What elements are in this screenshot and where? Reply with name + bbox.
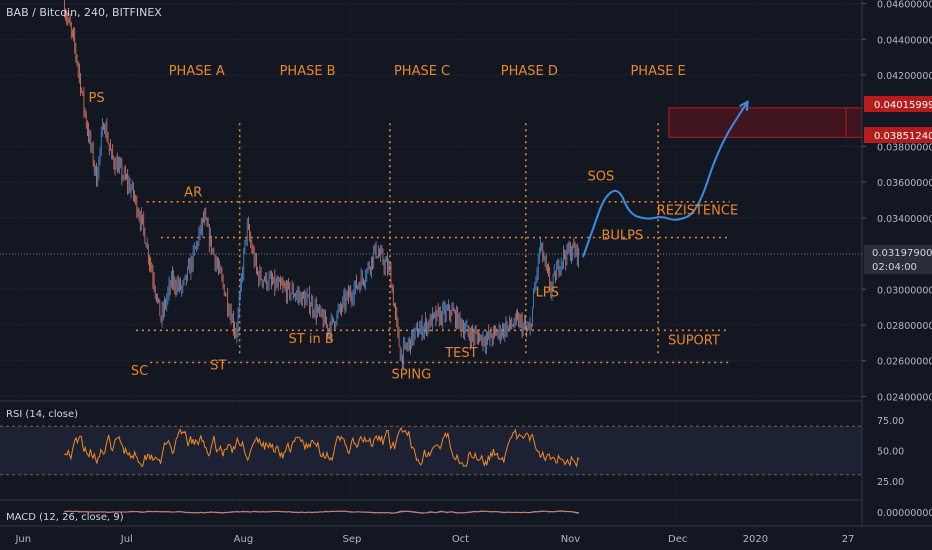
time-tick-label: 27 <box>842 534 855 545</box>
rsi-label: RSI (14, close) <box>6 409 78 420</box>
target-zone <box>668 107 863 138</box>
current-price-tag-background <box>864 245 932 274</box>
time-tick-label: Aug <box>234 534 254 545</box>
price-tick-label: 0.02600000 <box>877 357 932 368</box>
zone-top-tag-background <box>864 96 932 112</box>
zone-top-price: 0.04015999 <box>874 100 932 111</box>
phase-label: PHASE E <box>630 64 685 79</box>
event-label: ST in B <box>289 332 334 347</box>
macd-tick-label: 0.00000000 <box>877 508 932 519</box>
phase-label: PHASE D <box>501 64 558 79</box>
symbol-label: BAB / Bitcoin, 240, BITFINEX <box>6 6 162 19</box>
time-tick-label: 2020 <box>743 534 768 545</box>
time-tick-label: Nov <box>561 534 581 545</box>
rsi-tick-label: 50.00 <box>877 447 904 458</box>
zone-bottom-price: 0.03851240 <box>874 131 932 142</box>
event-label: SC <box>131 364 148 379</box>
event-label: AR <box>184 185 202 200</box>
zone-top-price-tag: 0.04015999 <box>864 96 932 112</box>
time-tick-label: Jun <box>14 534 31 545</box>
current-price-tag: 0.03197900 02:04:00 <box>864 245 932 274</box>
price-tick-label: 0.04400000 <box>877 35 932 46</box>
phase-label: PHASE B <box>280 64 336 79</box>
rsi-tick-label: 25.00 <box>877 477 904 488</box>
support-resistance-levels <box>135 200 730 364</box>
price-tick-label: 0.04200000 <box>877 71 932 82</box>
rsi-tick-label: 75.00 <box>877 416 904 427</box>
wyckoff-event-labels: PS AR SC ST ST in B SPING TEST LPS SOS BULPS REZIS… <box>89 91 739 383</box>
price-tick-label: 0.03800000 <box>877 142 932 153</box>
rsi-pane[interactable]: RSI (14, close) <box>0 400 862 476</box>
price-tick-label: 0.02800000 <box>877 321 932 332</box>
price-candles <box>63 0 579 370</box>
rsi-line <box>64 426 580 468</box>
current-price: 0.03197900 <box>872 248 932 259</box>
macd-label: MACD (12, 26, close, 9) <box>6 512 124 523</box>
projection-arrowhead <box>739 100 749 111</box>
projection-arrow <box>582 101 749 258</box>
time-tick-label: Sep <box>343 534 362 545</box>
phase-labels: PHASE A PHASE B PHASE C PHASE D PHASE E <box>169 64 686 79</box>
event-label: SPING <box>391 368 431 383</box>
zone-bottom-tag-background <box>864 127 932 143</box>
event-label: PS <box>89 91 105 106</box>
event-label: ST <box>210 359 226 374</box>
time-tick-label: Oct <box>452 534 469 545</box>
phase-label: PHASE A <box>169 64 225 79</box>
price-tick-label: 0.03400000 <box>877 214 932 225</box>
price-tick-label: 0.03600000 <box>877 178 932 189</box>
price-tick-label: 0.04600000 <box>877 0 932 11</box>
event-label: SOS <box>588 169 615 184</box>
macd-axis: 0.00000000 <box>877 508 932 519</box>
phase-label: PHASE C <box>394 64 450 79</box>
price-pane[interactable]: PHASE A PHASE B PHASE C PHASE D PHASE E PS AR… <box>0 0 863 526</box>
price-tick-label: 0.02400000 <box>877 392 932 403</box>
bar-countdown: 02:04:00 <box>872 262 917 273</box>
event-label: LPS <box>536 285 559 300</box>
price-axis[interactable]: 0.04600000 0.04400000 0.04200000 0.03800000… <box>862 0 932 403</box>
time-tick-label: Jul <box>120 534 133 545</box>
event-label: BULPS <box>601 228 643 243</box>
rsi-band <box>0 426 862 475</box>
rsi-axis: 75.00 50.00 25.00 <box>877 416 904 488</box>
zone-bottom-price-tag: 0.03851240 <box>864 127 932 143</box>
price-tick-label: 0.03000000 <box>877 285 932 296</box>
event-label: SUPORT <box>668 334 720 349</box>
event-label: REZISTENCE <box>657 203 738 218</box>
signal-line <box>64 510 579 514</box>
macd-pane[interactable]: MACD (12, 26, close, 9) <box>0 499 862 523</box>
time-tick-label: Dec <box>668 534 687 545</box>
event-label: TEST <box>444 346 477 361</box>
time-axis[interactable]: Jun Jul Aug Sep Oct Nov Dec 2020 27 <box>14 534 854 545</box>
